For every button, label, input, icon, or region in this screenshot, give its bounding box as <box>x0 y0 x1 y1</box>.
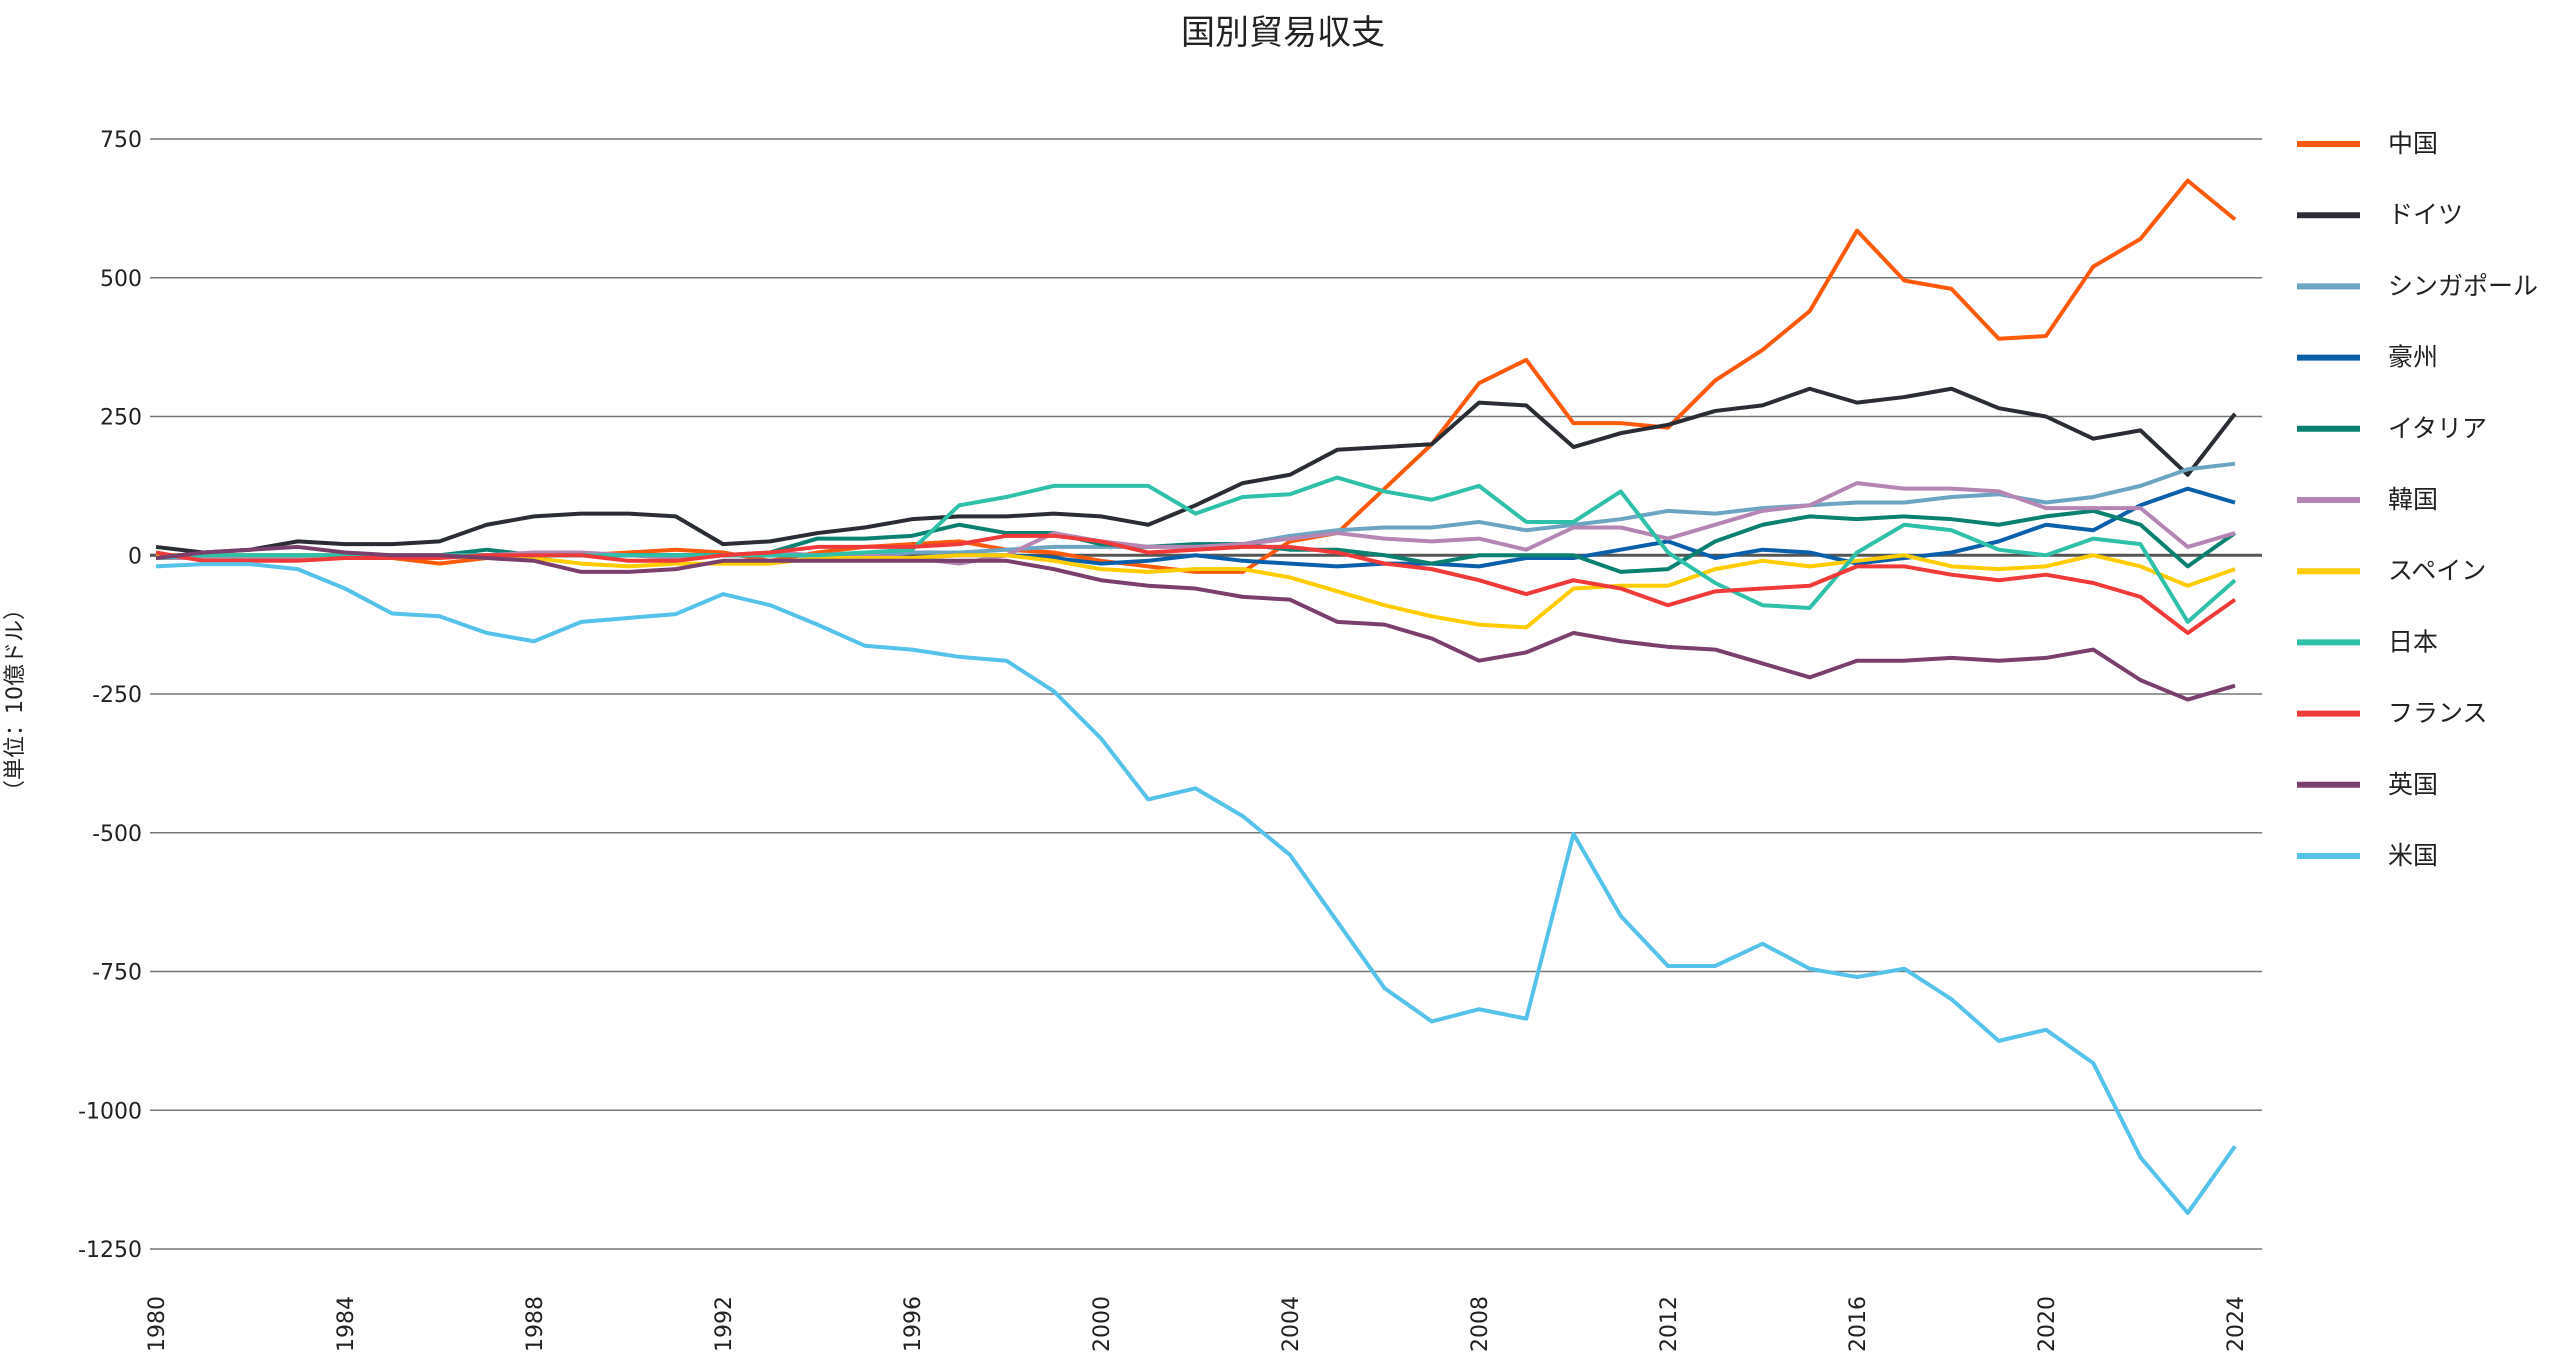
x-tick-label: 1992 <box>712 1296 737 1352</box>
legend-label: フランス <box>2388 699 2488 728</box>
y-axis-label: （単位：10億ドル） <box>3 598 28 802</box>
y-tick-label: 250 <box>100 406 142 431</box>
legend-label: 英国 <box>2388 770 2438 799</box>
y-tick-labels: 750 500 250 0 -250 -500 -750 -1000 -1250 <box>78 128 142 1263</box>
x-tick-label: 1996 <box>901 1296 926 1352</box>
x-tick-label: 2020 <box>2035 1296 2060 1352</box>
y-tick-label: 750 <box>100 128 142 153</box>
x-tick-label: 2024 <box>2224 1296 2249 1352</box>
x-tick-label: 2004 <box>1279 1296 1304 1352</box>
series-line-6 <box>156 553 2236 630</box>
legend-label: イタリア <box>2388 414 2487 443</box>
y-tick-label: -1250 <box>78 1238 142 1263</box>
series-line-1 <box>155 386 2237 555</box>
series-line-9 <box>155 544 2236 702</box>
legend-label: 豪州 <box>2388 343 2438 372</box>
legend-label: 日本 <box>2388 627 2438 656</box>
y-tick-label: 0 <box>128 544 142 569</box>
legend-label: スペイン <box>2388 556 2486 585</box>
gridlines <box>150 138 2262 1250</box>
y-tick-label: 500 <box>100 267 142 292</box>
legend-label: 中国 <box>2388 129 2438 158</box>
y-tick-label: -250 <box>92 683 142 708</box>
x-tick-label: 1980 <box>145 1296 170 1352</box>
y-tick-label: -1000 <box>78 1099 142 1124</box>
chart-title: 国別貿易収支 <box>1181 13 1385 53</box>
x-tick-label: 2000 <box>1090 1296 1115 1352</box>
series-line-8 <box>155 533 2237 635</box>
series-line-2 <box>156 461 2236 558</box>
x-tick-label: 2016 <box>1846 1296 1871 1352</box>
y-tick-label: -750 <box>92 961 142 986</box>
x-tick-label: 2012 <box>1657 1296 1682 1352</box>
x-tick-label: 1984 <box>334 1296 359 1352</box>
x-tick-labels: 1980 1984 1988 1992 1996 2000 2004 2008 2012 2016… <box>145 1296 2249 1352</box>
legend-label: 米国 <box>2388 841 2438 870</box>
x-tick-label: 1988 <box>523 1296 548 1352</box>
legend-label: ドイツ <box>2388 200 2463 229</box>
series-line-4 <box>156 508 2237 574</box>
series-line-10 <box>155 562 2237 1215</box>
legend-label: シンガポール <box>2388 271 2538 300</box>
series-lines <box>155 178 2237 1215</box>
y-tick-label: -500 <box>92 822 142 847</box>
x-tick-label: 2008 <box>1468 1296 1493 1352</box>
legend-label: 韓国 <box>2388 485 2438 514</box>
